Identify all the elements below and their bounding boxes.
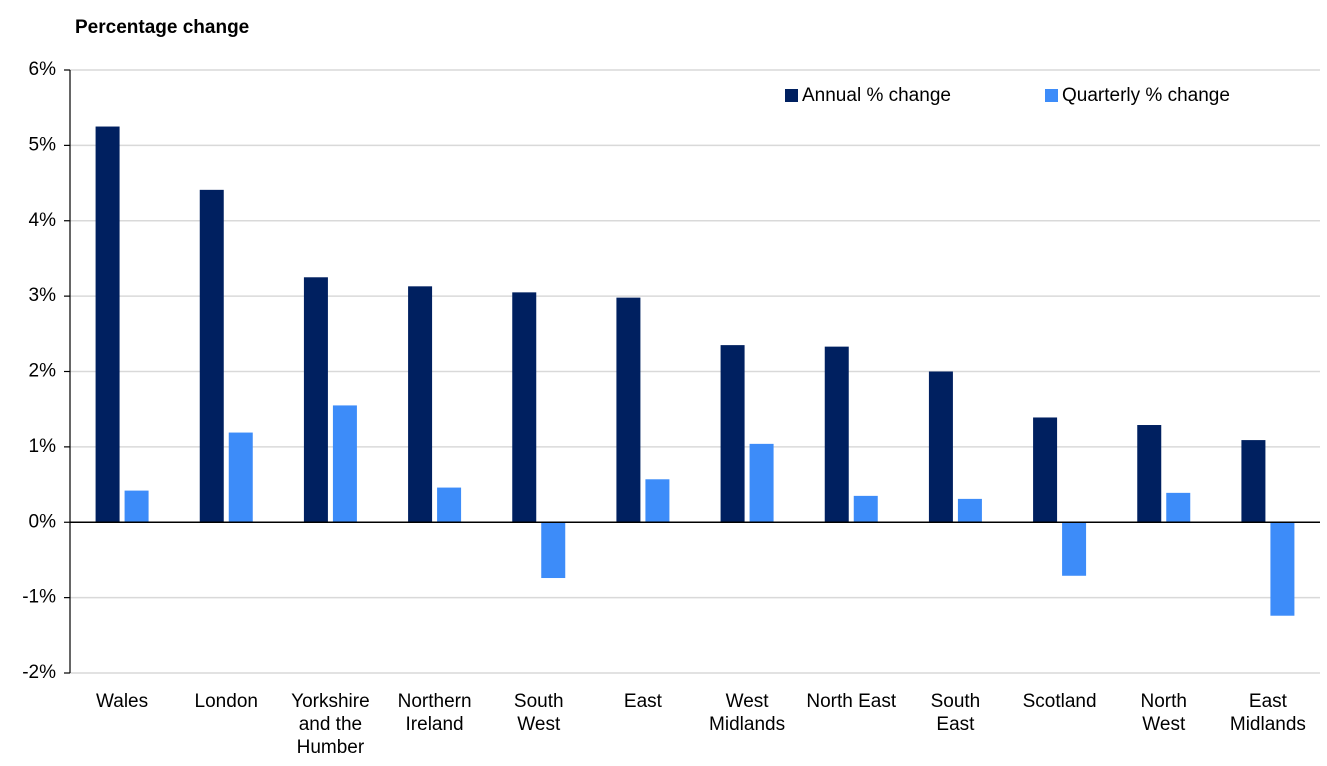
bar	[1166, 492, 1191, 523]
bar	[437, 487, 462, 523]
bar	[1270, 522, 1295, 616]
chart-title: Percentage change	[75, 17, 249, 38]
bar	[645, 479, 670, 523]
x-tick-label: South East	[930, 691, 981, 735]
bar	[1033, 417, 1058, 523]
y-tick-label: 0%	[29, 511, 57, 532]
bar	[749, 443, 774, 523]
bar	[720, 345, 745, 523]
bar	[95, 126, 120, 523]
y-tick-label: -1%	[22, 587, 56, 608]
x-tick-label: Northern Ireland	[397, 691, 472, 735]
x-tick-label: East Midlands	[1229, 691, 1306, 735]
x-tick-label: Yorkshire and the Humber	[291, 691, 370, 758]
y-tick-label: -2%	[22, 662, 56, 683]
x-tick-label: South West	[513, 691, 564, 735]
x-tick-label: North West	[1140, 691, 1187, 735]
x-tick-label: London	[194, 691, 258, 712]
x-tick-label: East	[623, 691, 662, 712]
bar	[824, 346, 849, 523]
legend-swatch	[1045, 89, 1058, 102]
bar	[303, 277, 328, 523]
y-tick-label: 3%	[29, 285, 57, 306]
bar	[928, 371, 953, 523]
x-tick-label: North East	[806, 691, 897, 712]
legend-label: Quarterly % change	[1062, 85, 1230, 106]
bar	[1137, 425, 1162, 523]
bar	[228, 432, 253, 523]
bar	[199, 189, 224, 523]
x-tick-label: Scotland	[1022, 691, 1097, 712]
legend-swatch	[785, 89, 798, 102]
bar	[957, 498, 982, 523]
legend-label: Annual % change	[802, 85, 951, 106]
y-tick-label: 6%	[29, 59, 57, 80]
bar	[124, 490, 149, 523]
x-tick-label: Wales	[96, 691, 149, 712]
y-tick-label: 4%	[29, 210, 57, 231]
bar	[332, 405, 357, 523]
bar	[616, 297, 641, 523]
bar	[853, 495, 878, 523]
bar	[408, 286, 433, 523]
y-tick-label: 1%	[29, 436, 57, 457]
bar	[1062, 522, 1087, 576]
bar	[512, 292, 537, 523]
bar	[541, 522, 566, 579]
x-tick-label: West Midlands	[709, 691, 786, 735]
y-tick-label: 5%	[29, 134, 57, 155]
bar	[1241, 440, 1266, 523]
y-tick-label: 2%	[29, 361, 57, 382]
